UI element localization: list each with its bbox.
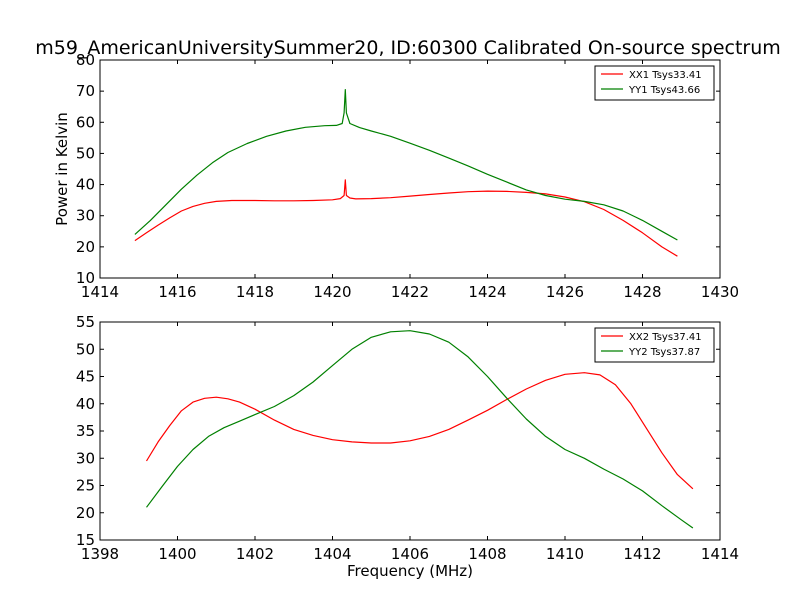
bottom-x-tick-label: 1408 — [468, 545, 506, 563]
bottom-legend-label-yy2: YY2 Tsys37.87 — [628, 347, 700, 358]
bottom-x-tick-label: 1414 — [701, 545, 739, 563]
bottom-x-tick-label: 1402 — [236, 545, 274, 563]
top-x-tick-label: 1424 — [468, 283, 506, 301]
top-legend-label-xx1: XX1 Tsys33.41 — [629, 70, 702, 81]
bottom-series-line-xx2 — [145, 372, 694, 490]
top-x-tick-label: 1416 — [158, 283, 196, 301]
top-x-tick-label: 1420 — [313, 283, 351, 301]
bottom-y-tick-label: 35 — [76, 422, 95, 440]
bottom-legend-label-xx2: XX2 Tsys37.41 — [629, 332, 702, 343]
top-legend-box — [594, 65, 715, 101]
top-y-axis-label: Power in Kelvin — [53, 112, 71, 226]
bottom-x-tick-label: 1404 — [313, 545, 351, 563]
top-x-tick-label: 1414 — [81, 283, 119, 301]
top-legend-entry-xx1: XX1 Tsys33.41 — [601, 70, 702, 81]
top-legend: XX1 Tsys33.41 YY1 Tsys43.66 — [594, 65, 715, 101]
bottom-x-axis-label: Frequency (MHz) — [347, 562, 473, 580]
bottom-x-tick-label: 1398 — [81, 545, 119, 563]
top-y-tick-label: 40 — [76, 176, 95, 194]
bottom-legend-entry-xx2: XX2 Tsys37.41 — [601, 332, 702, 343]
top-plot-lines — [134, 88, 678, 257]
bottom-plot-lines — [145, 330, 694, 529]
bottom-axis-ticks: 1398 1400 1402 1404 1406 1408 1410 1412 1414 15 20… — [76, 313, 739, 563]
top-series-line-xx1 — [134, 179, 678, 257]
top-y-tick-label: 30 — [76, 207, 95, 225]
bottom-legend: XX2 Tsys37.41 YY2 Tsys37.87 — [594, 327, 715, 363]
bottom-y-tick-label: 45 — [76, 368, 95, 386]
top-y-tick-label: 80 — [76, 51, 95, 69]
bottom-legend-entry-yy2: YY2 Tsys37.87 — [601, 347, 700, 358]
top-x-tick-label: 1418 — [236, 283, 274, 301]
bottom-series-line-yy2 — [146, 330, 694, 529]
bottom-legend-box — [594, 327, 715, 363]
figure-title: m59_AmericanUniversitySummer20, ID:60300… — [35, 37, 781, 59]
top-series-line-yy1 — [134, 88, 678, 241]
top-panel: 1414 1416 1418 1420 1422 1424 1426 1428 1430 10 20… — [53, 51, 739, 301]
top-axis-ticks: 1414 1416 1418 1420 1422 1424 1426 1428 1430 10 20… — [76, 51, 739, 301]
top-x-tick-label: 1428 — [623, 283, 661, 301]
bottom-x-tick-label: 1412 — [623, 545, 661, 563]
bottom-y-tick-label: 25 — [76, 477, 95, 495]
top-y-tick-label: 60 — [76, 113, 95, 131]
bottom-y-tick-label: 55 — [76, 313, 95, 331]
top-x-tick-label: 1426 — [546, 283, 584, 301]
top-x-tick-label: 1430 — [701, 283, 739, 301]
top-y-tick-label: 10 — [76, 269, 95, 287]
top-legend-label-yy1: YY1 Tsys43.66 — [628, 85, 700, 96]
bottom-y-tick-label: 20 — [76, 504, 95, 522]
top-y-tick-label: 50 — [76, 144, 95, 162]
bottom-panel: 1398 1400 1402 1404 1406 1408 1410 1412 1414 15 20… — [76, 313, 739, 580]
top-y-tick-label: 20 — [76, 238, 95, 256]
top-y-tick-label: 70 — [76, 82, 95, 100]
top-legend-entry-yy1: YY1 Tsys43.66 — [601, 85, 700, 96]
bottom-y-tick-label: 30 — [76, 449, 95, 467]
bottom-y-tick-label: 15 — [76, 531, 95, 549]
bottom-x-tick-label: 1400 — [158, 545, 196, 563]
bottom-y-tick-label: 40 — [76, 395, 95, 413]
bottom-x-tick-label: 1410 — [546, 545, 584, 563]
bottom-x-tick-label: 1406 — [391, 545, 429, 563]
bottom-y-tick-label: 50 — [76, 340, 95, 358]
top-x-tick-label: 1422 — [391, 283, 429, 301]
